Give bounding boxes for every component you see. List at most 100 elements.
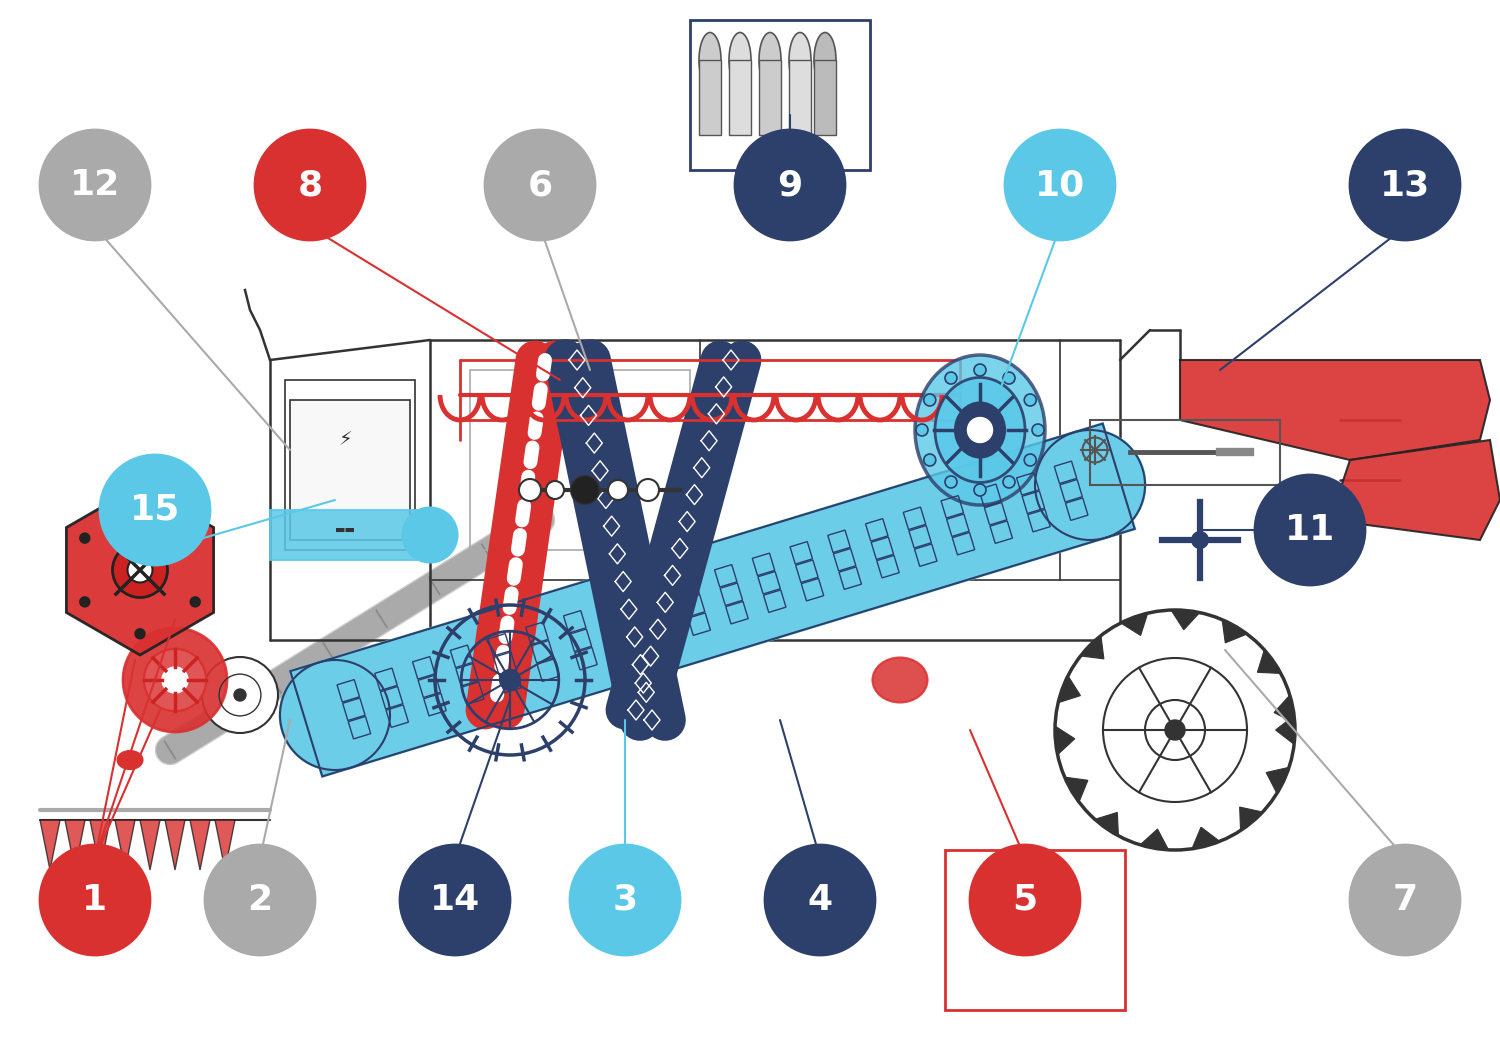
Polygon shape [1065,777,1088,802]
Circle shape [40,130,150,240]
Bar [470,370,690,550]
Ellipse shape [572,476,598,503]
Circle shape [1256,475,1365,585]
Ellipse shape [945,372,957,384]
Ellipse shape [699,33,721,88]
Polygon shape [270,510,430,560]
Circle shape [206,845,315,955]
Text: 6: 6 [528,167,552,202]
Text: 3: 3 [612,883,638,917]
Circle shape [1350,845,1460,955]
Polygon shape [1275,716,1294,744]
Ellipse shape [117,750,142,768]
Polygon shape [1054,726,1076,755]
Ellipse shape [546,481,564,499]
Circle shape [570,845,680,955]
Ellipse shape [1004,372,1016,384]
Ellipse shape [974,364,986,376]
Ellipse shape [934,377,1024,482]
Text: 7: 7 [1392,883,1417,917]
Bar [285,379,416,550]
Ellipse shape [1032,424,1044,436]
Ellipse shape [80,533,90,543]
Polygon shape [140,820,160,870]
Polygon shape [116,820,135,870]
Ellipse shape [945,476,957,488]
Ellipse shape [1192,532,1208,548]
Ellipse shape [759,33,782,88]
Text: 13: 13 [1380,167,1429,202]
Polygon shape [1120,613,1148,635]
Ellipse shape [968,418,993,442]
Polygon shape [1239,807,1263,830]
Ellipse shape [1166,720,1185,740]
Circle shape [400,845,510,955]
Text: 14: 14 [430,883,480,917]
Text: 5: 5 [1013,883,1038,917]
Ellipse shape [1024,454,1036,466]
Ellipse shape [402,508,457,563]
Ellipse shape [1004,476,1016,488]
Ellipse shape [916,424,928,436]
Ellipse shape [162,667,188,693]
Ellipse shape [924,394,936,406]
Bar [1090,420,1280,485]
Circle shape [484,130,596,240]
Polygon shape [165,820,184,870]
Ellipse shape [190,533,200,543]
Ellipse shape [500,670,520,690]
Polygon shape [1192,827,1219,849]
Polygon shape [291,424,1134,776]
Polygon shape [66,485,213,655]
Text: ⚙⚙: ⚙⚙ [1019,921,1052,939]
Ellipse shape [280,660,390,770]
Circle shape [765,845,874,955]
Bar [759,60,782,135]
Text: ▬▬: ▬▬ [334,525,356,535]
Ellipse shape [144,649,206,711]
Text: 8: 8 [297,167,322,202]
Bar [290,400,410,540]
Ellipse shape [80,597,90,607]
Bar [815,60,836,135]
Text: 12: 12 [70,167,120,202]
Polygon shape [1095,812,1119,836]
Ellipse shape [789,33,812,88]
Polygon shape [214,820,236,870]
Ellipse shape [815,33,836,88]
Circle shape [1005,130,1114,240]
Text: 2: 2 [248,883,273,917]
Polygon shape [1080,636,1104,659]
Ellipse shape [1035,430,1144,540]
Polygon shape [90,820,110,870]
Ellipse shape [873,657,927,703]
Ellipse shape [924,454,936,466]
Polygon shape [1058,676,1080,703]
Ellipse shape [608,480,628,500]
Ellipse shape [135,629,146,639]
Ellipse shape [123,628,226,732]
Text: ⚡: ⚡ [338,430,352,449]
Ellipse shape [1024,394,1036,406]
Text: 1: 1 [82,883,108,917]
Bar [729,60,752,135]
Ellipse shape [956,403,1005,458]
Text: 11: 11 [1286,513,1335,547]
Polygon shape [190,820,210,870]
Ellipse shape [572,477,598,503]
Polygon shape [1266,767,1288,793]
Text: 10: 10 [1035,167,1084,202]
Polygon shape [1222,620,1246,642]
Text: 4: 4 [807,883,832,917]
Ellipse shape [128,558,153,583]
Ellipse shape [135,501,146,511]
Ellipse shape [112,543,168,598]
Polygon shape [40,820,60,870]
Polygon shape [1180,360,1490,460]
Circle shape [40,845,150,955]
Polygon shape [1330,440,1500,540]
Ellipse shape [190,597,200,607]
Circle shape [735,130,844,240]
Polygon shape [1140,829,1168,850]
Ellipse shape [1054,610,1294,850]
